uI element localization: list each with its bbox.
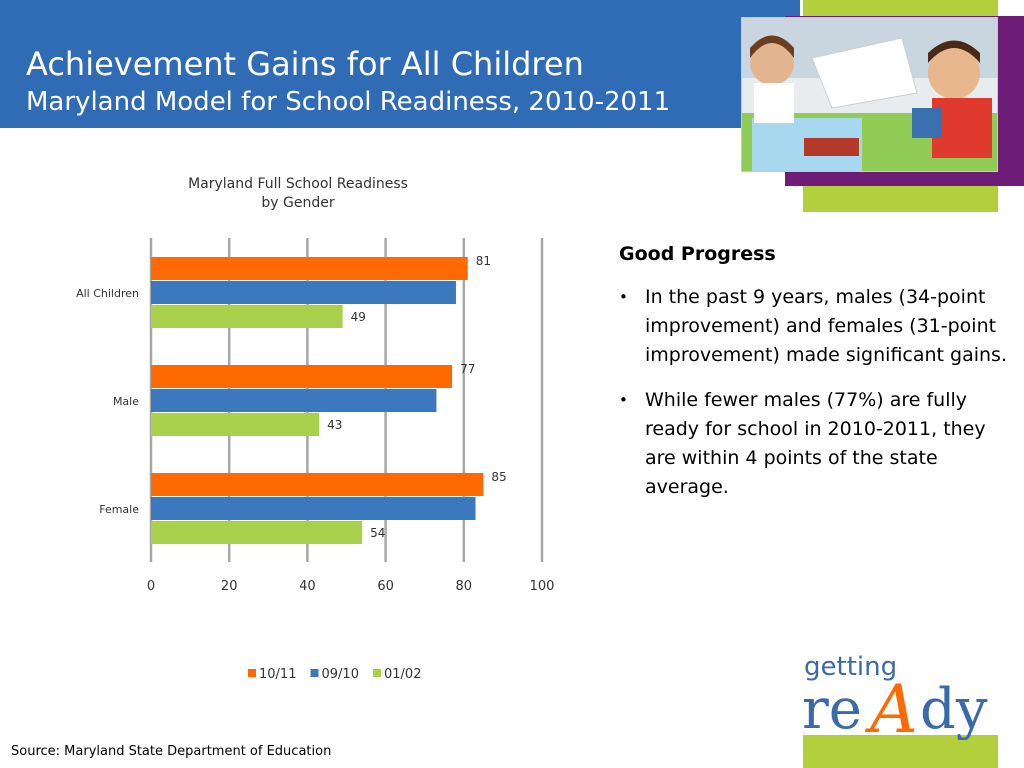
bullet-dot-icon: • (619, 391, 628, 409)
chart-bars: 81 49 77 43 85 54 (151, 254, 507, 544)
bullet-item: • In the past 9 years, males (34-point i… (619, 283, 1009, 370)
logo-text-re: re (802, 677, 862, 740)
data-label: 77 (460, 362, 475, 376)
bar-01-02 (151, 305, 343, 328)
data-label: 85 (491, 470, 506, 484)
logo-text-getting: getting (804, 652, 897, 682)
source-note: Source: Maryland State Department of Edu… (11, 744, 332, 759)
photo-illustration (742, 18, 997, 171)
chart-legend: 10/11 09/10 01/02 (248, 667, 421, 682)
legend-label: 01/02 (384, 667, 421, 682)
category-label: Male (113, 395, 139, 408)
logo-text-dy: dy (920, 677, 988, 740)
bar-09-10 (151, 497, 476, 520)
bar-01-02 (151, 521, 363, 544)
x-tick-label: 0 (147, 579, 155, 594)
data-label: 49 (351, 310, 366, 324)
bar-09-10 (151, 281, 456, 304)
data-label: 54 (370, 526, 385, 540)
chart-title: Maryland Full School Readiness by Gender (188, 176, 408, 211)
chart-category-labels: All Children Male Female (76, 287, 139, 516)
logo-text-a: A (864, 671, 918, 740)
legend-label: 10/11 (259, 667, 296, 682)
x-tick-label: 80 (456, 579, 473, 594)
legend-swatch (310, 669, 319, 677)
side-heading: Good Progress (619, 243, 776, 265)
chart-title-line: Maryland Full School Readiness (188, 176, 408, 192)
bar-10-11 (151, 473, 484, 496)
bullet-text: In the past 9 years, males (34-point imp… (645, 286, 1007, 366)
bar-10-11 (151, 365, 453, 388)
bar-chart: Maryland Full School Readiness by Gender … (76, 176, 555, 682)
header-band (0, 0, 800, 128)
decor-green-bar-bottom (803, 186, 998, 212)
x-tick-label: 60 (377, 579, 394, 594)
x-tick-label: 20 (221, 579, 238, 594)
x-tick-label: 40 (299, 579, 316, 594)
category-label: Female (99, 503, 139, 516)
bullet-item: • While fewer males (77%) are fully read… (619, 386, 1009, 502)
bar-09-10 (151, 389, 437, 412)
chart-title-line: by Gender (261, 195, 334, 211)
chart-x-tick-labels: 0 20 40 60 80 100 (147, 579, 555, 594)
bullet-text: While fewer males (77%) are fully ready … (645, 389, 986, 498)
bar-10-11 (151, 257, 468, 280)
decor-green-bar-top (803, 0, 998, 16)
x-tick-label: 100 (530, 579, 555, 594)
legend-swatch (373, 669, 381, 677)
page-title: Achievement Gains for All Children (26, 45, 584, 83)
side-panel: Good Progress • In the past 9 years, mal… (619, 240, 1009, 518)
legend-label: 09/10 (322, 667, 359, 682)
legend-swatch (248, 669, 256, 677)
category-label: All Children (76, 287, 139, 300)
data-label: 43 (327, 418, 342, 432)
data-label: 81 (476, 254, 491, 268)
children-classroom-photo (741, 17, 998, 172)
bullet-dot-icon: • (619, 288, 628, 306)
bar-01-02 (151, 413, 320, 436)
logo-green-bar (803, 735, 998, 768)
getting-ready-logo: getting re A dy (802, 652, 988, 740)
page-subtitle: Maryland Model for School Readiness, 201… (26, 87, 671, 117)
